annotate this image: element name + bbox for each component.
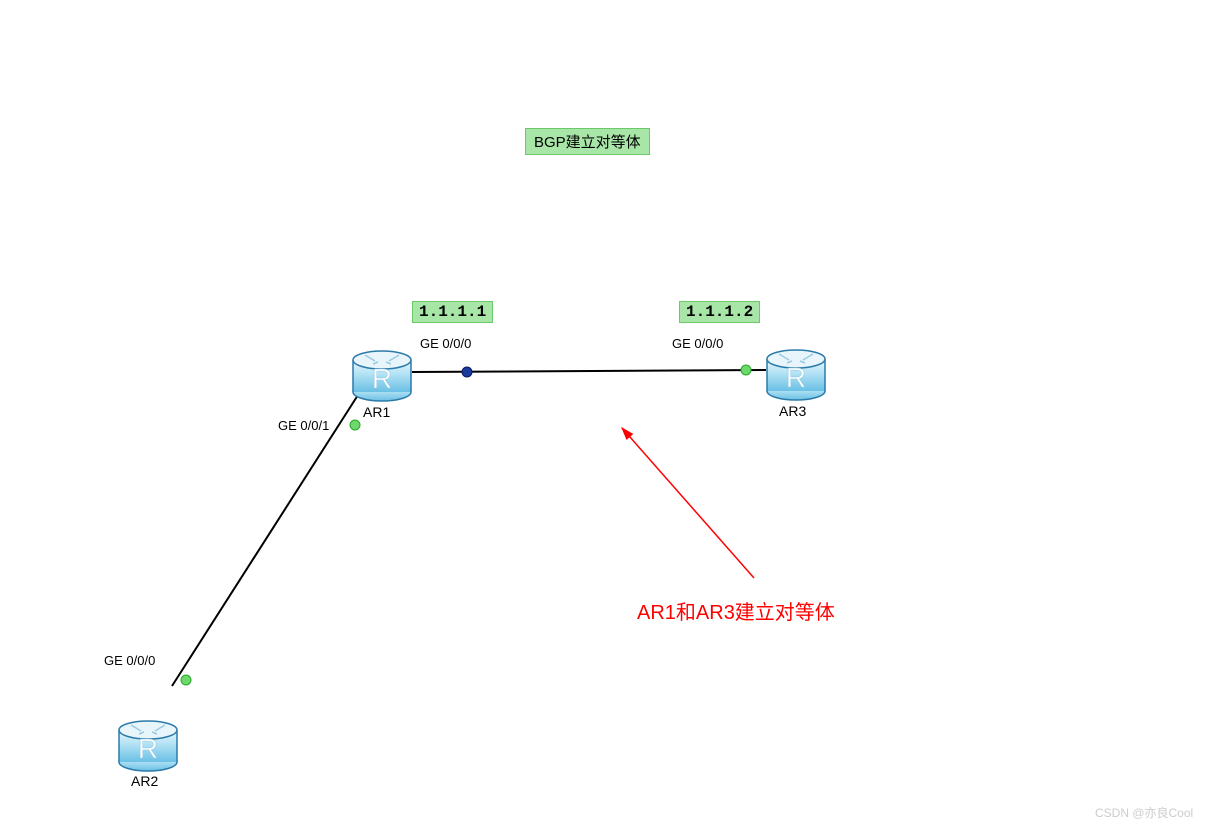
annotation-arrow [622,428,754,578]
link-ar1-ar2 [172,395,358,686]
port-label: GE 0/0/1 [278,418,329,433]
router-label-ar2: AR2 [131,773,158,789]
svg-text:R: R [786,362,806,393]
router-ar3[interactable]: R [767,350,825,400]
endpoint-dot [462,367,472,377]
port-label: GE 0/0/0 [420,336,471,351]
port-label: GE 0/0/0 [104,653,155,668]
ip-label: 1.1.1.1 [412,301,493,323]
port-label: GE 0/0/0 [672,336,723,351]
router-ar1[interactable]: R [353,351,411,401]
topology-canvas: R R R [0,0,1217,824]
svg-text:R: R [372,363,392,394]
svg-text:R: R [138,733,158,764]
router-label-ar3: AR3 [779,403,806,419]
endpoint-dot [350,420,360,430]
link-ar1-ar3 [412,370,766,372]
router-ar2[interactable]: R [119,721,177,771]
endpoint-dot [741,365,751,375]
ip-label: 1.1.1.2 [679,301,760,323]
annotation-text: AR1和AR3建立对等体 [637,596,835,625]
diagram-title: BGP建立对等体 [525,128,650,155]
watermark: CSDN @亦良Cool [1095,804,1193,821]
endpoint-dot [181,675,191,685]
router-label-ar1: AR1 [363,404,390,420]
